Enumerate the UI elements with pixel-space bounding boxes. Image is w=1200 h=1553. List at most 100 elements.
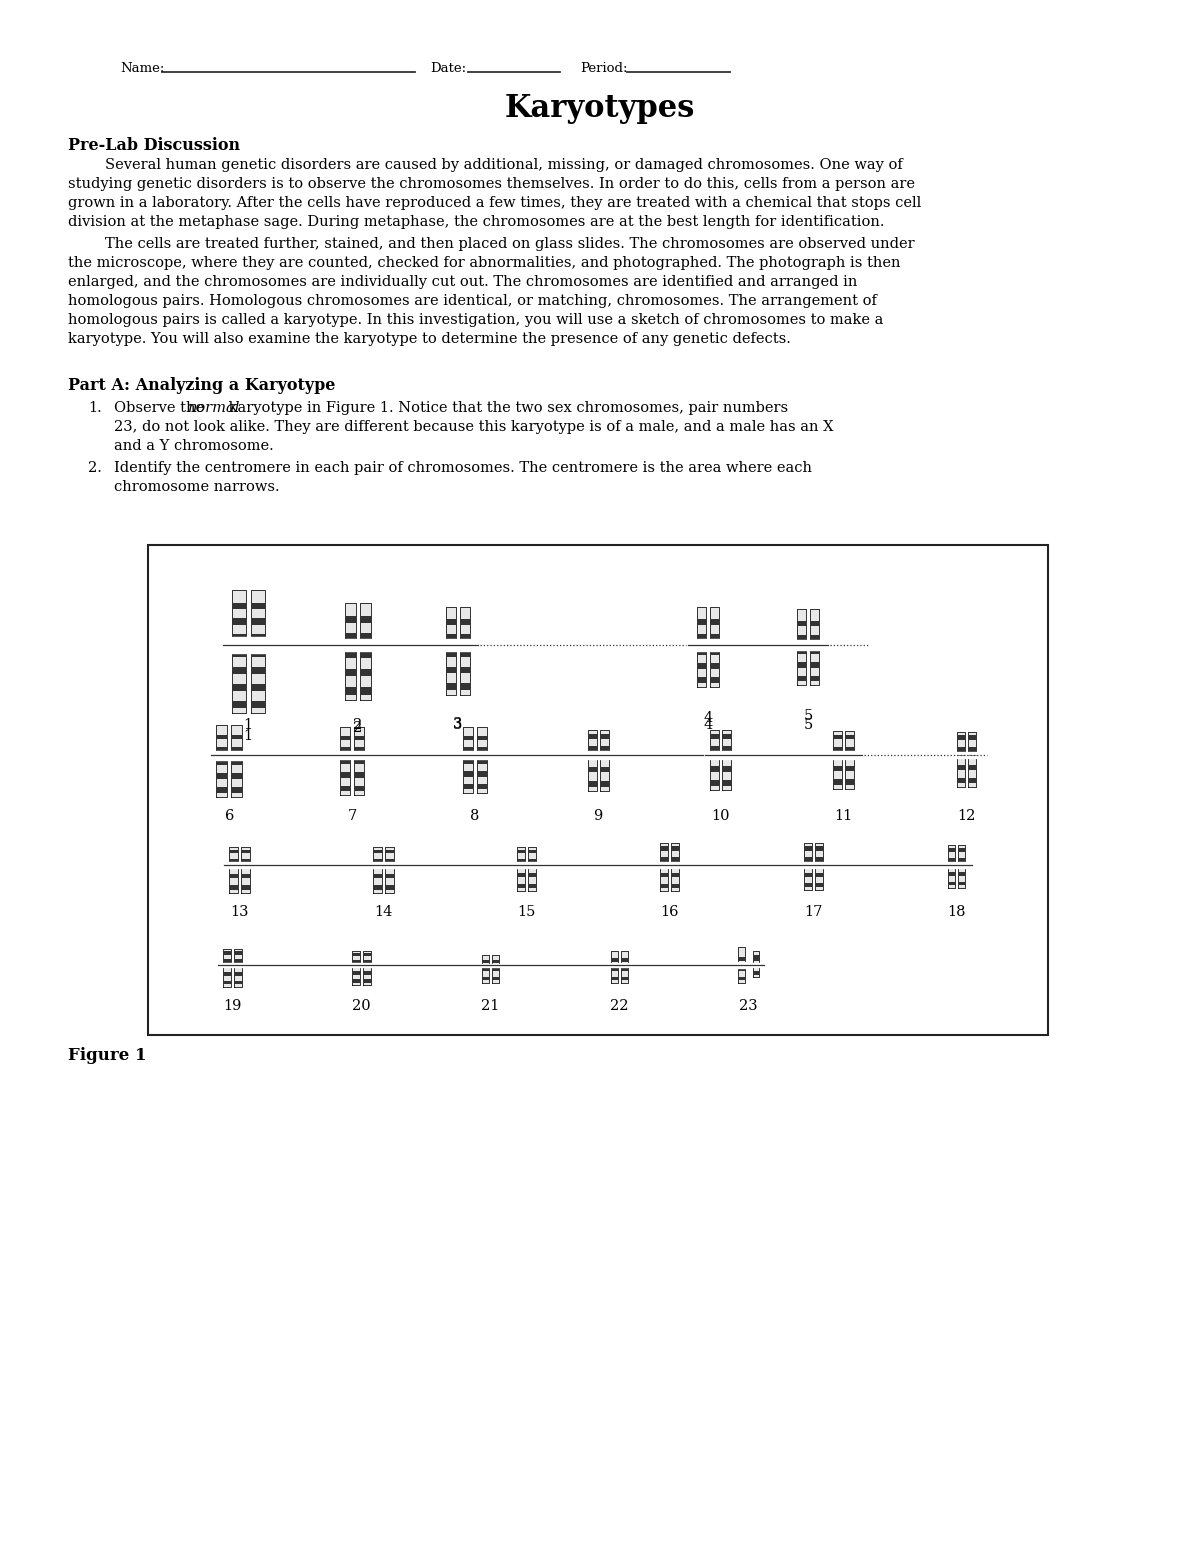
- Bar: [697, 663, 706, 669]
- Bar: [251, 668, 264, 674]
- Bar: [948, 857, 955, 862]
- Bar: [354, 786, 365, 790]
- Bar: [223, 960, 230, 963]
- Bar: [241, 874, 250, 879]
- Bar: [833, 731, 842, 755]
- Bar: [478, 772, 487, 776]
- Text: 1: 1: [244, 728, 252, 742]
- Bar: [810, 649, 818, 654]
- Text: Figure 1: Figure 1: [68, 1047, 146, 1064]
- Bar: [482, 955, 490, 964]
- Bar: [611, 950, 618, 964]
- Text: and a Y chromosome.: and a Y chromosome.: [114, 439, 274, 453]
- Bar: [251, 700, 264, 708]
- Bar: [958, 848, 965, 853]
- Bar: [352, 954, 360, 957]
- Text: karyotype. You will also examine the karyotype to determine the presence of any : karyotype. You will also examine the kar…: [68, 332, 791, 346]
- Bar: [251, 590, 264, 644]
- Bar: [460, 683, 470, 690]
- Bar: [223, 964, 230, 988]
- Text: 1.: 1.: [88, 401, 102, 415]
- Bar: [600, 733, 608, 739]
- Text: Part A: Analyzing a Karyotype: Part A: Analyzing a Karyotype: [68, 376, 335, 393]
- Bar: [232, 787, 242, 792]
- Bar: [611, 958, 618, 963]
- Bar: [517, 859, 524, 862]
- Bar: [958, 865, 965, 888]
- Bar: [360, 669, 371, 676]
- Bar: [968, 755, 976, 787]
- Bar: [229, 865, 238, 893]
- Bar: [354, 747, 365, 752]
- Bar: [948, 882, 955, 885]
- Bar: [710, 607, 719, 644]
- Bar: [232, 747, 242, 752]
- Text: 8: 8: [470, 809, 480, 823]
- Bar: [232, 618, 246, 624]
- Bar: [845, 755, 854, 789]
- Bar: [460, 634, 470, 640]
- Bar: [492, 968, 499, 971]
- Bar: [463, 755, 473, 794]
- Bar: [384, 859, 394, 862]
- Bar: [710, 649, 719, 655]
- Text: 14: 14: [374, 905, 392, 919]
- Text: homologous pairs. Homologous chromosomes are identical, or matching, chromosomes: homologous pairs. Homologous chromosomes…: [68, 294, 877, 307]
- Bar: [528, 873, 536, 877]
- Bar: [232, 685, 246, 691]
- Text: 22: 22: [611, 999, 629, 1013]
- Bar: [710, 677, 719, 683]
- Bar: [354, 772, 365, 778]
- Bar: [797, 676, 806, 682]
- Bar: [223, 952, 230, 955]
- Bar: [341, 736, 350, 741]
- Bar: [478, 784, 487, 789]
- Bar: [622, 977, 628, 980]
- Bar: [671, 843, 679, 865]
- Text: 2: 2: [353, 717, 362, 731]
- Bar: [232, 603, 246, 609]
- Bar: [384, 849, 394, 853]
- Bar: [352, 980, 360, 983]
- Bar: [710, 644, 719, 686]
- Bar: [384, 846, 394, 865]
- Bar: [251, 651, 264, 657]
- Bar: [341, 727, 350, 755]
- Bar: [622, 958, 628, 963]
- Bar: [804, 857, 811, 862]
- Text: 23, do not look alike. They are different because this karyotype is of a male, a: 23, do not look alike. They are differen…: [114, 419, 834, 433]
- Bar: [354, 759, 365, 764]
- Bar: [588, 767, 596, 772]
- Bar: [797, 621, 806, 626]
- Bar: [446, 683, 456, 690]
- Bar: [517, 873, 524, 877]
- Text: 9: 9: [593, 809, 602, 823]
- Bar: [232, 651, 246, 657]
- Bar: [710, 730, 719, 755]
- Bar: [804, 846, 811, 851]
- Text: Identify the centromere in each pair of chromosomes. The centromere is the area : Identify the centromere in each pair of …: [114, 461, 812, 475]
- Bar: [384, 874, 394, 879]
- Bar: [232, 759, 242, 764]
- Bar: [611, 968, 618, 971]
- Bar: [463, 736, 473, 741]
- Bar: [232, 590, 246, 644]
- Bar: [352, 964, 360, 985]
- Bar: [364, 980, 371, 983]
- Bar: [958, 845, 965, 865]
- Bar: [460, 644, 470, 696]
- Bar: [671, 857, 679, 862]
- Bar: [372, 846, 382, 865]
- Bar: [697, 677, 706, 683]
- Bar: [229, 885, 238, 890]
- Bar: [360, 634, 371, 640]
- Bar: [517, 865, 524, 891]
- Bar: [341, 747, 350, 752]
- Bar: [968, 736, 976, 741]
- Text: chromosome narrows.: chromosome narrows.: [114, 480, 280, 494]
- Bar: [611, 977, 618, 980]
- Bar: [234, 981, 242, 985]
- Text: 1: 1: [244, 717, 252, 731]
- Bar: [482, 968, 490, 971]
- Text: karyotype in Figure 1. Notice that the two sex chromosomes, pair numbers: karyotype in Figure 1. Notice that the t…: [224, 401, 788, 415]
